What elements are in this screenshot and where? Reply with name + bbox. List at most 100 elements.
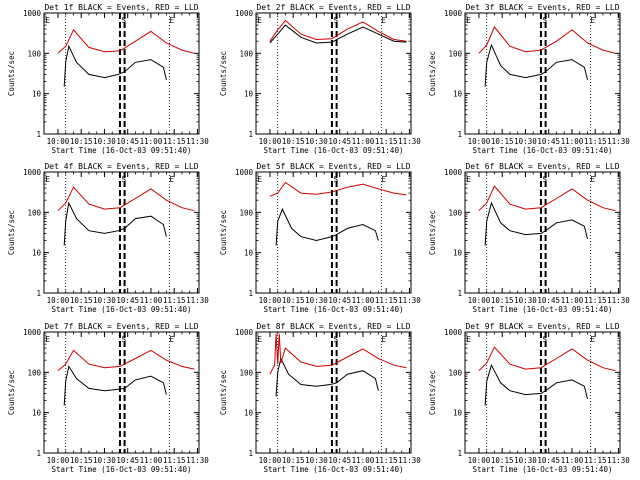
interval-marker-letter: E [46, 16, 51, 25]
x-tick-label: 10:15 [282, 137, 305, 146]
x-tick-label: 10:15 [491, 296, 514, 305]
x-tick-label: 11:00 [352, 137, 375, 146]
chart-title: Det 5f BLACK = Events, RED = LLD [256, 162, 410, 171]
events-series-line [484, 363, 588, 406]
x-tick-label: 10:45 [116, 456, 139, 465]
events-series-line [275, 207, 379, 246]
y-tick-label: 100 [448, 368, 462, 377]
plot-frame [43, 331, 200, 454]
x-tick-label: 10:30 [93, 296, 116, 305]
events-series-line [63, 365, 167, 406]
y-tick-label: 1000 [23, 328, 42, 337]
x-tick-label: 10:00 [468, 137, 491, 146]
plot-frame [464, 171, 621, 294]
y-tick-label: 1000 [235, 328, 254, 337]
x-tick-label: 10:15 [70, 137, 93, 146]
y-tick-label: 1000 [444, 168, 463, 177]
interval-marker-letter: S [334, 175, 339, 184]
x-tick-label: 10:00 [468, 456, 491, 465]
panel-5: Det 5f BLACK = Events, RED = LLD 1 10 100 10… [219, 162, 421, 314]
chart-title: Det 9f BLACK = Events, RED = LLD [465, 322, 619, 331]
x-tick-label: 10:45 [537, 137, 560, 146]
y-tick-label: 10 [32, 249, 42, 258]
interval-marker-letter: E [46, 335, 51, 344]
x-tick-label: 11:00 [352, 296, 375, 305]
panel-8: Det 8f BLACK = Events, RED = LLD 1 10 100 10… [219, 322, 421, 474]
x-tick-label: 10:15 [282, 296, 305, 305]
lld-series-line [478, 185, 616, 212]
y-tick-label: 100 [448, 208, 462, 217]
interval-marker-letter: S [543, 335, 548, 344]
interval-marker-letter: E [170, 16, 175, 25]
x-tick-label: 10:30 [93, 456, 116, 465]
panel-2: Det 2f BLACK = Events, RED = LLD 1 10 100 10… [219, 3, 421, 155]
plot-frame [464, 12, 621, 135]
y-tick-label: 100 [27, 208, 41, 217]
y-axis-label: Counts/sec [428, 370, 437, 415]
x-tick-label: 11:15 [584, 296, 607, 305]
interval-marker-letter: E [258, 335, 263, 344]
x-tick-label: 11:15 [163, 296, 186, 305]
y-tick-label: 1 [457, 449, 462, 458]
y-tick-label: 1000 [23, 9, 42, 18]
x-tick-label: 10:45 [537, 456, 560, 465]
chart-title: Det 7f BLACK = Events, RED = LLD [44, 322, 198, 331]
y-axis-label: Counts/sec [7, 210, 16, 255]
y-tick-label: 100 [448, 49, 462, 58]
chart-title: Det 8f BLACK = Events, RED = LLD [256, 322, 410, 331]
y-tick-label: 1000 [23, 168, 42, 177]
x-tick-label: 11:15 [163, 456, 186, 465]
x-axis-label: Start Time (16-Oct-03 09:51:40) [264, 146, 404, 155]
events-series-line [269, 24, 407, 44]
x-axis-label: Start Time (16-Oct-03 09:51:40) [52, 465, 192, 474]
x-tick-label: 11:15 [584, 137, 607, 146]
interval-marker-letter: E [382, 335, 387, 344]
interval-marker-letter: E [170, 335, 175, 344]
y-tick-label: 10 [244, 249, 254, 258]
x-tick-label: 11:00 [352, 456, 375, 465]
interval-marker-letter: E [591, 335, 596, 344]
x-tick-label: 11:30 [607, 456, 630, 465]
y-tick-label: 10 [32, 409, 42, 418]
lld-series-line [269, 19, 407, 42]
events-series-line [484, 43, 588, 87]
events-series-line [484, 201, 588, 246]
x-axis-label: Start Time (16-Oct-03 09:51:40) [52, 146, 192, 155]
x-tick-label: 10:45 [116, 296, 139, 305]
y-axis-label: Counts/sec [219, 51, 228, 96]
interval-marker-letter: S [122, 175, 127, 184]
panel-7: Det 7f BLACK = Events, RED = LLD 1 10 100 10… [7, 322, 209, 474]
x-tick-label: 11:30 [186, 137, 209, 146]
y-tick-label: 100 [239, 368, 253, 377]
panel-3: Det 3f BLACK = Events, RED = LLD 1 10 100 10… [428, 3, 630, 155]
x-tick-label: 11:00 [140, 137, 163, 146]
y-tick-label: 10 [453, 409, 463, 418]
y-tick-label: 10 [32, 90, 42, 99]
x-tick-label: 11:30 [398, 296, 421, 305]
events-series-line [63, 44, 167, 87]
chart-title: Det 1f BLACK = Events, RED = LLD [44, 3, 198, 12]
y-tick-label: 1000 [444, 9, 463, 18]
plot-frame [43, 171, 200, 294]
y-axis-label: Counts/sec [7, 51, 16, 96]
y-tick-label: 10 [453, 90, 463, 99]
x-tick-label: 11:15 [163, 137, 186, 146]
plot-frame [255, 331, 412, 454]
interval-marker-letter: E [382, 16, 387, 25]
x-tick-label: 10:15 [70, 296, 93, 305]
x-tick-label: 11:30 [398, 137, 421, 146]
x-axis-label: Start Time (16-Oct-03 09:51:40) [52, 305, 192, 314]
x-axis-label: Start Time (16-Oct-03 09:51:40) [264, 465, 404, 474]
x-tick-label: 10:15 [491, 137, 514, 146]
y-axis-label: Counts/sec [219, 370, 228, 415]
interval-marker-letter: S [543, 175, 548, 184]
interval-marker-letter: S [122, 16, 127, 25]
x-tick-label: 10:45 [116, 137, 139, 146]
x-axis-label: Start Time (16-Oct-03 09:51:40) [473, 146, 613, 155]
y-tick-label: 1 [36, 130, 41, 139]
y-tick-label: 1 [457, 289, 462, 298]
x-tick-label: 11:15 [375, 296, 398, 305]
interval-marker-letter: S [122, 335, 127, 344]
x-tick-label: 10:00 [47, 296, 70, 305]
